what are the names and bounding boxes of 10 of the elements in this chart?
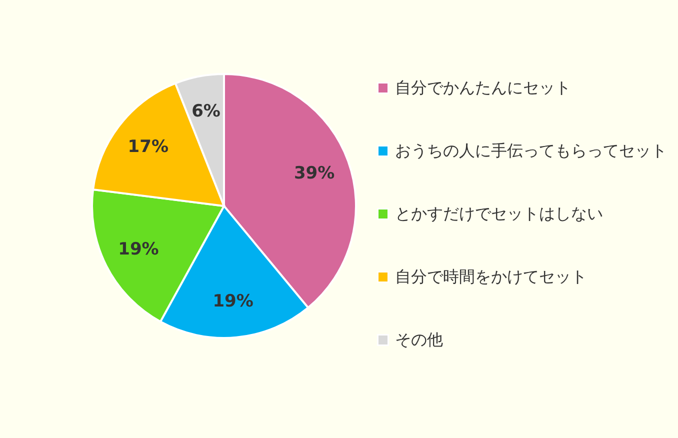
legend-label: 自分でかんたんにセット <box>395 78 571 97</box>
data-label: 19% <box>118 240 159 260</box>
legend-label: おうちの人に手伝ってもらってセット <box>395 141 667 160</box>
data-label: 19% <box>212 292 254 312</box>
legend-label: その他 <box>395 330 443 349</box>
legend-label: とかすだけでセットはしない <box>395 204 603 223</box>
legend-label: 自分で時間をかけてセット <box>395 267 587 286</box>
data-label: 6% <box>192 102 220 122</box>
data-label: 17% <box>128 137 168 158</box>
data-label: 39% <box>294 163 335 184</box>
